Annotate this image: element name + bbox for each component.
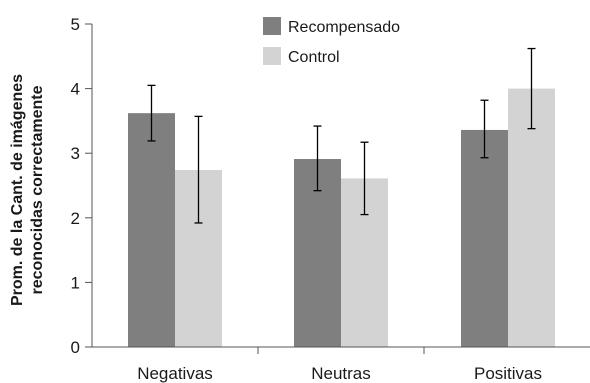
x-tick-label: Neutras [311, 364, 371, 383]
x-tick-label: Negativas [137, 364, 213, 383]
y-axis-label: Prom. de la Cant. de imágenes reconocida… [9, 74, 46, 306]
bar-recompensado-negativas [128, 113, 175, 347]
y-tick-label: 0 [71, 338, 80, 357]
y-tick-label: 5 [71, 15, 80, 34]
y-tick-label: 2 [71, 209, 80, 228]
y-axis-label-line-1: Prom. de la Cant. de imágenes [9, 74, 26, 306]
y-tick-label: 3 [71, 144, 80, 163]
legend: Recompensado Control [263, 17, 400, 66]
legend-swatch-recompensado [263, 17, 281, 35]
bar-control-positivas [508, 88, 555, 347]
bar-recompensado-positivas [461, 129, 508, 347]
y-tick-label: 1 [71, 273, 80, 292]
legend-swatch-control [263, 47, 281, 65]
legend-label-control: Control [288, 49, 340, 66]
y-axis-label-line-2: reconocidas correctamente [29, 85, 46, 294]
x-tick-label: Positivas [474, 364, 542, 383]
plot-area: 0 1 2 3 4 5 Negativas Neutras Positivas [71, 15, 590, 383]
y-tick-label: 4 [71, 80, 80, 99]
legend-label-recompensado: Recompensado [288, 19, 400, 36]
